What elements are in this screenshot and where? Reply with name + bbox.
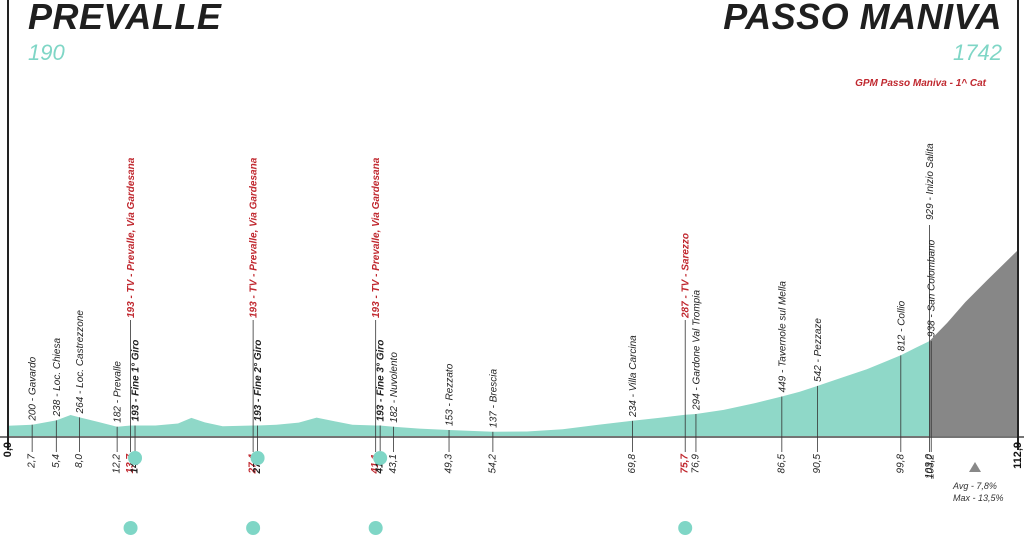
start-altitude: 190 [28, 40, 65, 65]
x-start-label: 0,0 [2, 442, 14, 457]
final-climb-area [929, 250, 1018, 436]
km-label: 69,8 [627, 454, 638, 474]
place-label: 137 - Brescia [488, 368, 499, 427]
place-label: 193 - Fine 3° Giro [376, 340, 387, 422]
km-label: 13,7 [125, 454, 136, 474]
km-label: 2,7 [27, 454, 38, 469]
place-label: 193 - TV - Prevalle, Via Gardesana [249, 157, 260, 318]
km-label: 49,3 [444, 454, 455, 474]
place-label: 542 - Pezzaze [813, 318, 824, 382]
place-label: 200 - Gavardo [28, 356, 39, 421]
gradient-info: Avg - 7,8% Max - 13,5% [953, 480, 1013, 504]
place-label: 193 - Fine 1° Giro [131, 340, 142, 422]
km-label: 90,5 [812, 454, 823, 474]
km-label: 86,5 [776, 454, 787, 474]
place-label: 929 - Inizio Salita [925, 143, 936, 220]
gpm-label: GPM Passo Maniva - 1^ Cat [855, 78, 986, 89]
sprint-icon [368, 521, 383, 535]
place-label: 449 - Tavernole sul Mella [777, 281, 788, 393]
place-label: 182 - Nuvolento [389, 352, 400, 423]
km-marker-layer: 2,7 200 - Gavardo 5,4 238 - Loc. Chiesa 8,0 2… [27, 143, 981, 535]
place-label: 193 - TV - Prevalle, Via Gardesana [126, 157, 137, 318]
elevation-area [8, 341, 930, 436]
km-label: 103,2 [926, 454, 937, 479]
place-label: 234 - Villa Carcina [628, 335, 639, 418]
elevation-area-layer [8, 250, 1018, 436]
place-label: 193 - Fine 2° Giro [253, 340, 264, 422]
place-label: 193 - TV - Prevalle, Via Gardesana [371, 157, 382, 318]
lap-finish-icon [373, 451, 388, 465]
place-label: 182 - Prevalle [113, 361, 124, 423]
sprint-icon [678, 521, 693, 535]
km-label: 41,1 [370, 454, 381, 475]
km-label: 103,0 [924, 454, 935, 479]
finish-location-name: PASSO MANIVA [723, 0, 1002, 37]
start-location-name: PREVALLE [28, 0, 222, 37]
km-label: 75,7 [680, 454, 691, 474]
km-label: 54,2 [487, 454, 498, 474]
finish-altitude: 1742 [953, 40, 1002, 65]
km-label: 5,4 [51, 454, 62, 468]
gradient-triangle-icon [969, 462, 981, 472]
place-label: 153 - Rezzato [445, 363, 456, 426]
lap-finish-icon [250, 451, 265, 465]
place-label: 812 - Collio [896, 300, 907, 351]
km-label: 99,8 [895, 454, 906, 474]
place-label: 264 - Loc. Castrezzone [75, 310, 86, 415]
km-label: 12,2 [112, 454, 123, 474]
km-label: 27,4 [248, 454, 259, 475]
km-label: 8,0 [74, 454, 85, 468]
x-end-label: 112,9 [1012, 442, 1024, 469]
place-label: 938 - San Colombano [927, 239, 938, 337]
avg-gradient: Avg - 7,8% [953, 481, 997, 491]
axis-layer: 0,0 112,9 [0, 0, 1024, 469]
km-label: 43,1 [388, 454, 399, 473]
place-label: 294 - Gardone Val Trompia [691, 290, 702, 411]
sprint-icon [123, 521, 138, 535]
max-gradient: Max - 13,5% [953, 493, 1004, 503]
place-label: 238 - Loc. Chiesa [52, 338, 63, 418]
sprint-icon [246, 521, 261, 535]
lap-finish-icon [128, 451, 143, 465]
km-label: 76,9 [690, 454, 701, 474]
place-label: 287 - TV - Sarezzo [681, 233, 692, 319]
